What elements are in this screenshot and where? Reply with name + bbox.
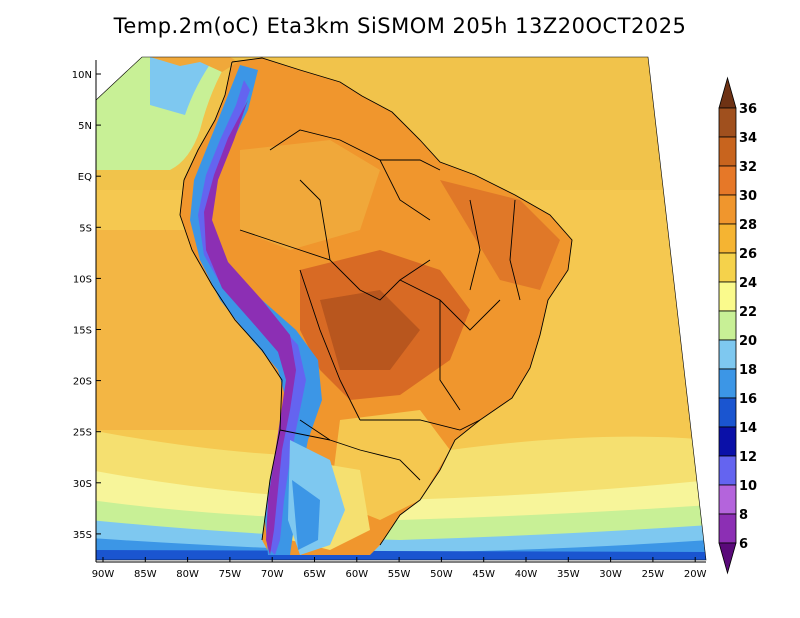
colorbar-segment — [718, 107, 737, 138]
colorbar-label: 8 — [739, 508, 748, 523]
colorbar-label: 36 — [739, 102, 757, 117]
colorbar-segment — [718, 368, 737, 399]
lon-tick-label: 50W — [430, 569, 453, 580]
colorbar-label: 30 — [739, 189, 757, 204]
colorbar-segment — [718, 455, 737, 486]
colorbar-segment — [718, 426, 737, 457]
colorbar: 36 34 32 30 28 26 24 22 20 18 16 14 12 10 8 6 — [718, 76, 757, 575]
colorbar-segment — [718, 397, 737, 428]
lat-tick-label: 5N — [78, 121, 92, 132]
northeast-hot-area — [440, 180, 560, 290]
colorbar-segment — [718, 513, 737, 544]
lat-tick-label: 35S — [73, 530, 92, 541]
lon-tick-label: 20W — [684, 569, 707, 580]
colorbar-segment — [718, 194, 737, 225]
colorbar-bottom-triangle — [718, 542, 737, 575]
colorbar-segment — [718, 310, 737, 341]
lon-tick-label: 80W — [176, 569, 199, 580]
lat-tick-label: EQ — [78, 172, 92, 183]
domain-outline — [95, 56, 707, 561]
colorbar-top-triangle — [718, 76, 737, 109]
colorbar-segment — [718, 281, 737, 312]
colorbar-label: 28 — [739, 218, 757, 233]
colorbar-label: 6 — [739, 537, 748, 552]
longitude-ticks: 90W 85W 80W 75W 70W 65W 60W 55W 50W 45W 40W 35W 30W 2… — [92, 557, 707, 580]
lon-tick-label: 60W — [345, 569, 368, 580]
colorbar-segment — [718, 136, 737, 167]
lon-tick-label: 85W — [134, 569, 157, 580]
colorbar-label: 16 — [739, 392, 757, 407]
colorbar-segment — [718, 339, 737, 370]
central-america-land — [150, 57, 238, 72]
lon-tick-label: 35W — [557, 569, 580, 580]
lon-tick-label: 40W — [515, 569, 538, 580]
country-borders — [179, 57, 573, 546]
lat-tick-label: 30S — [73, 479, 92, 490]
lat-tick-label: 25S — [73, 428, 92, 439]
map-title: Temp.2m(oC) Eta3km SiSMOM 205h 13Z20OCT2… — [113, 14, 687, 38]
colorbar-label: 22 — [739, 305, 757, 320]
lon-tick-label: 45W — [472, 569, 495, 580]
lat-tick-label: 15S — [73, 326, 92, 337]
colorbar-label: 14 — [739, 421, 757, 436]
colorbar-label: 12 — [739, 450, 757, 465]
colorbar-label: 24 — [739, 276, 757, 291]
lon-tick-label: 65W — [303, 569, 326, 580]
map-domain — [96, 57, 706, 560]
colorbar-label: 26 — [739, 247, 757, 262]
lat-tick-label: 10N — [72, 70, 92, 81]
lon-tick-label: 30W — [599, 569, 622, 580]
colorbar-label: 10 — [739, 479, 757, 494]
latitude-ticks: 10N 5N EQ 5S 10S 15S 20S 25S 30S 35S — [72, 70, 101, 541]
lon-tick-label: 70W — [261, 569, 284, 580]
colorbar-segment — [718, 223, 737, 254]
colorbar-label: 32 — [739, 160, 757, 175]
colorbar-segment — [718, 165, 737, 196]
lat-tick-label: 5S — [79, 223, 92, 234]
colorbar-segment — [718, 252, 737, 283]
lon-tick-label: 90W — [92, 569, 115, 580]
lon-tick-label: 75W — [219, 569, 242, 580]
colorbar-label: 34 — [739, 131, 757, 146]
colorbar-label: 20 — [739, 334, 757, 349]
colorbar-label: 18 — [739, 363, 757, 378]
colorbar-segment — [718, 484, 737, 515]
lon-tick-label: 25W — [642, 569, 665, 580]
lon-tick-label: 55W — [388, 569, 411, 580]
lat-tick-label: 20S — [73, 377, 92, 388]
lat-tick-label: 10S — [73, 274, 92, 285]
